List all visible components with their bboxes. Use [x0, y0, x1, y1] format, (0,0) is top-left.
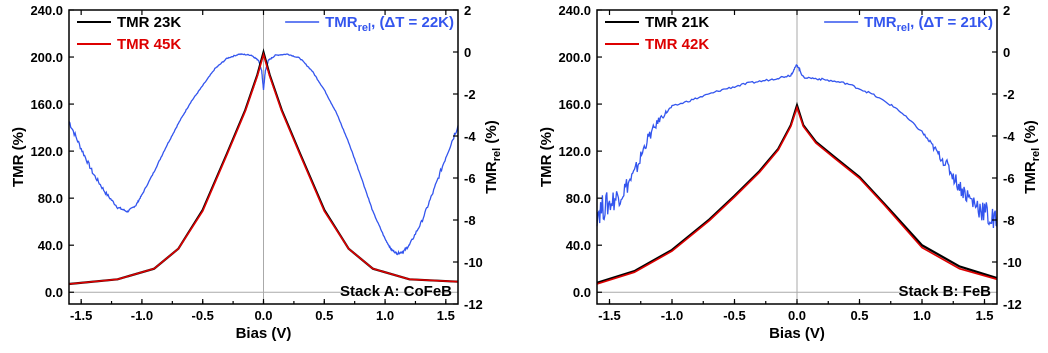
- y-tick-label: 200.0: [558, 50, 591, 65]
- panel-label: Stack B: FeB: [898, 283, 991, 300]
- y2-tick-label: 0: [464, 45, 471, 60]
- y2-axis-title-base: TMR: [1022, 161, 1039, 194]
- y-tick-label: 200.0: [30, 50, 63, 65]
- x-tick-label: 0.0: [254, 308, 272, 323]
- y-tick-label: 160.0: [558, 97, 591, 112]
- y2-axis-title: TMRrel (%): [1022, 120, 1042, 193]
- y-tick-label: 80.0: [566, 191, 591, 206]
- y2-tick-label: -12: [464, 297, 483, 312]
- y2-tick-label: -2: [464, 87, 476, 102]
- y-axis-title: TMR (%): [10, 127, 27, 187]
- series-line-tmr-high-temp: [596, 105, 998, 285]
- chart-panel-stack-a: -1.5 -1.0 -0.5 0.0 0.5 1.0 1.5 0.0 40.0 80.0 120.0…: [10, 3, 503, 342]
- series-line-tmr-rel: [68, 53, 459, 256]
- y2-tick-label: -8: [1003, 213, 1015, 228]
- y2-tick-label: 2: [1003, 3, 1010, 18]
- y-tick-label: 120.0: [558, 144, 591, 159]
- y2-axis-title-base: TMR: [483, 161, 500, 194]
- y-axis-title: TMR (%): [538, 127, 555, 187]
- y2-tick-label: -10: [464, 255, 483, 270]
- y2-tick-label: -6: [1003, 171, 1015, 186]
- panel-label: Stack A: CoFeB: [340, 283, 452, 300]
- x-axis-title: Bias (V): [236, 325, 292, 342]
- legend-label: TMR 23K: [117, 14, 181, 31]
- y2-axis-title-sub: rel: [1030, 148, 1042, 161]
- legend-label-sub: rel: [358, 22, 371, 34]
- y-tick-label: 80.0: [38, 191, 63, 206]
- y-tick-label: 160.0: [30, 97, 63, 112]
- y-tick-label: 0.0: [45, 285, 63, 300]
- y2-tick-label: -8: [464, 213, 476, 228]
- y2-tick-label: -4: [1003, 129, 1015, 144]
- x-tick-label: -1.0: [131, 308, 153, 323]
- legend-label: TMR 21K: [645, 14, 709, 31]
- x-tick-label: -1.5: [70, 308, 92, 323]
- y2-axis-title-tail: (%): [483, 120, 500, 148]
- y2-tick-label: -10: [1003, 255, 1022, 270]
- y2-tick-label: -4: [464, 129, 476, 144]
- x-tick-label: -0.5: [723, 308, 745, 323]
- y-tick-label: 0.0: [573, 285, 591, 300]
- y2-axis-title-sub: rel: [491, 148, 503, 161]
- legend-label: TMR 45K: [117, 36, 181, 53]
- y2-tick-label: 2: [464, 3, 471, 18]
- y2-tick-label: -2: [1003, 87, 1015, 102]
- y2-tick-label: 0: [1003, 45, 1010, 60]
- y-tick-label: 120.0: [30, 144, 63, 159]
- y-tick-label: 240.0: [558, 3, 591, 18]
- y-tick-label: 240.0: [30, 3, 63, 18]
- x-tick-label: 1.5: [975, 308, 993, 323]
- x-tick-label: -1.5: [598, 308, 620, 323]
- legend-label-tmr-rel: TMRrel, (ΔT = 21K): [864, 14, 993, 34]
- series-line-tmr-high-temp: [68, 51, 459, 285]
- legend-label-sub: rel: [897, 22, 910, 34]
- x-tick-label: 0.5: [850, 308, 868, 323]
- legend-label-base: TMR: [325, 14, 358, 31]
- y2-tick-label: -12: [1003, 297, 1022, 312]
- x-tick-label: -1.0: [661, 308, 683, 323]
- series-line-tmr-rel: [596, 64, 998, 229]
- legend-label-base: TMR: [864, 14, 897, 31]
- y2-tick-label: -6: [464, 171, 476, 186]
- y2-axis-title: TMRrel (%): [483, 120, 503, 193]
- y-tick-label: 40.0: [566, 238, 591, 253]
- legend-label-tail: , (ΔT = 22K): [371, 14, 454, 31]
- legend-label-tail: , (ΔT = 21K): [910, 14, 993, 31]
- chart-panel-stack-b: -1.5 -1.0 -0.5 0.0 0.5 1.0 1.5 0.0 40.0 80.0 120.0…: [538, 3, 1042, 342]
- x-tick-label: 0.5: [315, 308, 333, 323]
- x-axis-title: Bias (V): [769, 325, 825, 342]
- x-tick-label: 0.0: [788, 308, 806, 323]
- y2-axis-title-tail: (%): [1022, 120, 1039, 148]
- legend-label-tmr-rel: TMRrel, (ΔT = 22K): [325, 14, 454, 34]
- x-tick-label: -0.5: [192, 308, 214, 323]
- x-tick-label: 1.5: [437, 308, 455, 323]
- x-tick-label: 1.0: [913, 308, 931, 323]
- legend-label: TMR 42K: [645, 36, 709, 53]
- x-tick-label: 1.0: [376, 308, 394, 323]
- y-tick-label: 40.0: [38, 238, 63, 253]
